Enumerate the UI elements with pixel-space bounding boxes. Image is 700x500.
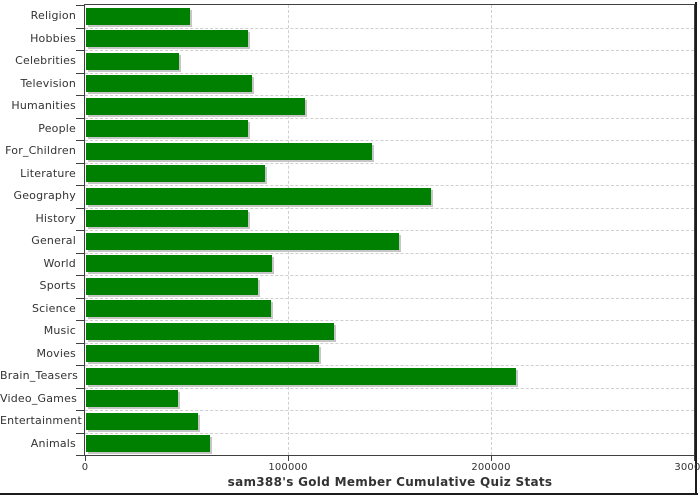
h-gridline (85, 365, 694, 366)
bar (86, 345, 319, 362)
y-axis-tick (76, 208, 84, 209)
y-axis-tick (76, 455, 84, 456)
bar (86, 323, 334, 340)
h-gridline (85, 162, 694, 164)
category-label: Brain_Teasers (0, 369, 79, 382)
h-gridline (85, 95, 694, 96)
category-label: Celebrities (15, 54, 76, 67)
x-tick-label: 200000 (471, 462, 511, 473)
h-gridline (85, 297, 694, 299)
y-axis-tick (76, 163, 84, 164)
h-gridline (85, 72, 694, 74)
y-axis-tick (76, 28, 84, 29)
h-gridline (85, 342, 694, 344)
x-tick-label: 300000 (674, 462, 700, 473)
y-axis-tick (76, 320, 84, 321)
bar (86, 233, 399, 250)
h-gridline (85, 387, 694, 389)
bar (86, 75, 252, 92)
h-gridline (85, 50, 694, 51)
bar (86, 143, 372, 160)
h-gridline (85, 207, 694, 209)
bar (86, 435, 210, 452)
h-gridline (85, 410, 694, 411)
y-axis-tick (76, 230, 84, 231)
x-axis-tick (491, 456, 492, 461)
category-label: Geography (13, 189, 76, 202)
category-label: Literature (20, 166, 76, 180)
category-label: For_Children (5, 144, 76, 157)
bar (86, 53, 179, 70)
y-axis-tick (76, 5, 84, 6)
bar (86, 98, 305, 115)
category-label: Television (20, 76, 76, 90)
h-gridline (85, 117, 694, 119)
category-label: Entertainment (0, 414, 82, 427)
bar (86, 210, 248, 227)
category-label: History (35, 211, 76, 225)
bar (86, 30, 248, 47)
category-label: Science (31, 301, 76, 315)
bar (86, 255, 272, 272)
bar (86, 188, 431, 205)
category-label: Humanities (11, 99, 76, 112)
bar (86, 413, 198, 430)
category-label: Religion (30, 9, 76, 22)
category-label: Sports (39, 279, 76, 292)
y-axis-tick (76, 388, 84, 389)
y-axis-tick (76, 410, 84, 411)
category-label: Movies (36, 346, 76, 360)
x-tick-label: 0 (81, 462, 89, 473)
category-label: Hobbies (30, 31, 76, 45)
h-gridline (85, 275, 694, 276)
category-label: General (31, 234, 76, 247)
category-label: People (38, 121, 76, 135)
y-axis-tick (76, 365, 84, 366)
x-axis-tick (288, 456, 289, 461)
x-tick-label: 100000 (268, 462, 308, 473)
bar (86, 368, 516, 385)
axis-frame (84, 4, 695, 456)
h-gridline (85, 185, 694, 186)
h-gridline (85, 230, 694, 231)
bar (86, 390, 178, 407)
y-axis-tick (76, 275, 84, 276)
bar (86, 278, 258, 295)
h-gridline (85, 252, 694, 254)
y-axis-tick (76, 95, 84, 96)
h-gridline (85, 140, 694, 141)
y-axis-tick (76, 140, 84, 141)
y-axis-tick (76, 185, 84, 186)
bar (86, 300, 271, 317)
y-axis-tick (76, 433, 84, 434)
y-axis-tick (76, 253, 84, 254)
x-axis-tick (85, 456, 86, 461)
h-gridline (85, 27, 694, 29)
bar (86, 8, 190, 25)
x-axis-tick (694, 456, 695, 461)
category-label: World (43, 256, 76, 270)
category-label: Animals (30, 436, 76, 450)
y-axis-tick (76, 298, 84, 299)
category-label: Music (43, 324, 76, 337)
v-gridline (491, 5, 492, 455)
h-gridline (85, 320, 694, 321)
y-axis-tick (76, 343, 84, 344)
bar (86, 120, 248, 137)
v-gridline (288, 5, 289, 455)
y-axis-tick (76, 50, 84, 51)
chart-title: sam388's Gold Member Cumulative Quiz Sta… (227, 475, 553, 489)
image-bottom-border (0, 493, 698, 495)
y-axis-tick (76, 118, 84, 119)
h-gridline (85, 432, 694, 434)
y-axis-tick (76, 73, 84, 74)
bar (86, 165, 265, 182)
image-right-border (695, 2, 697, 495)
category-label: Video_Games (0, 391, 77, 405)
